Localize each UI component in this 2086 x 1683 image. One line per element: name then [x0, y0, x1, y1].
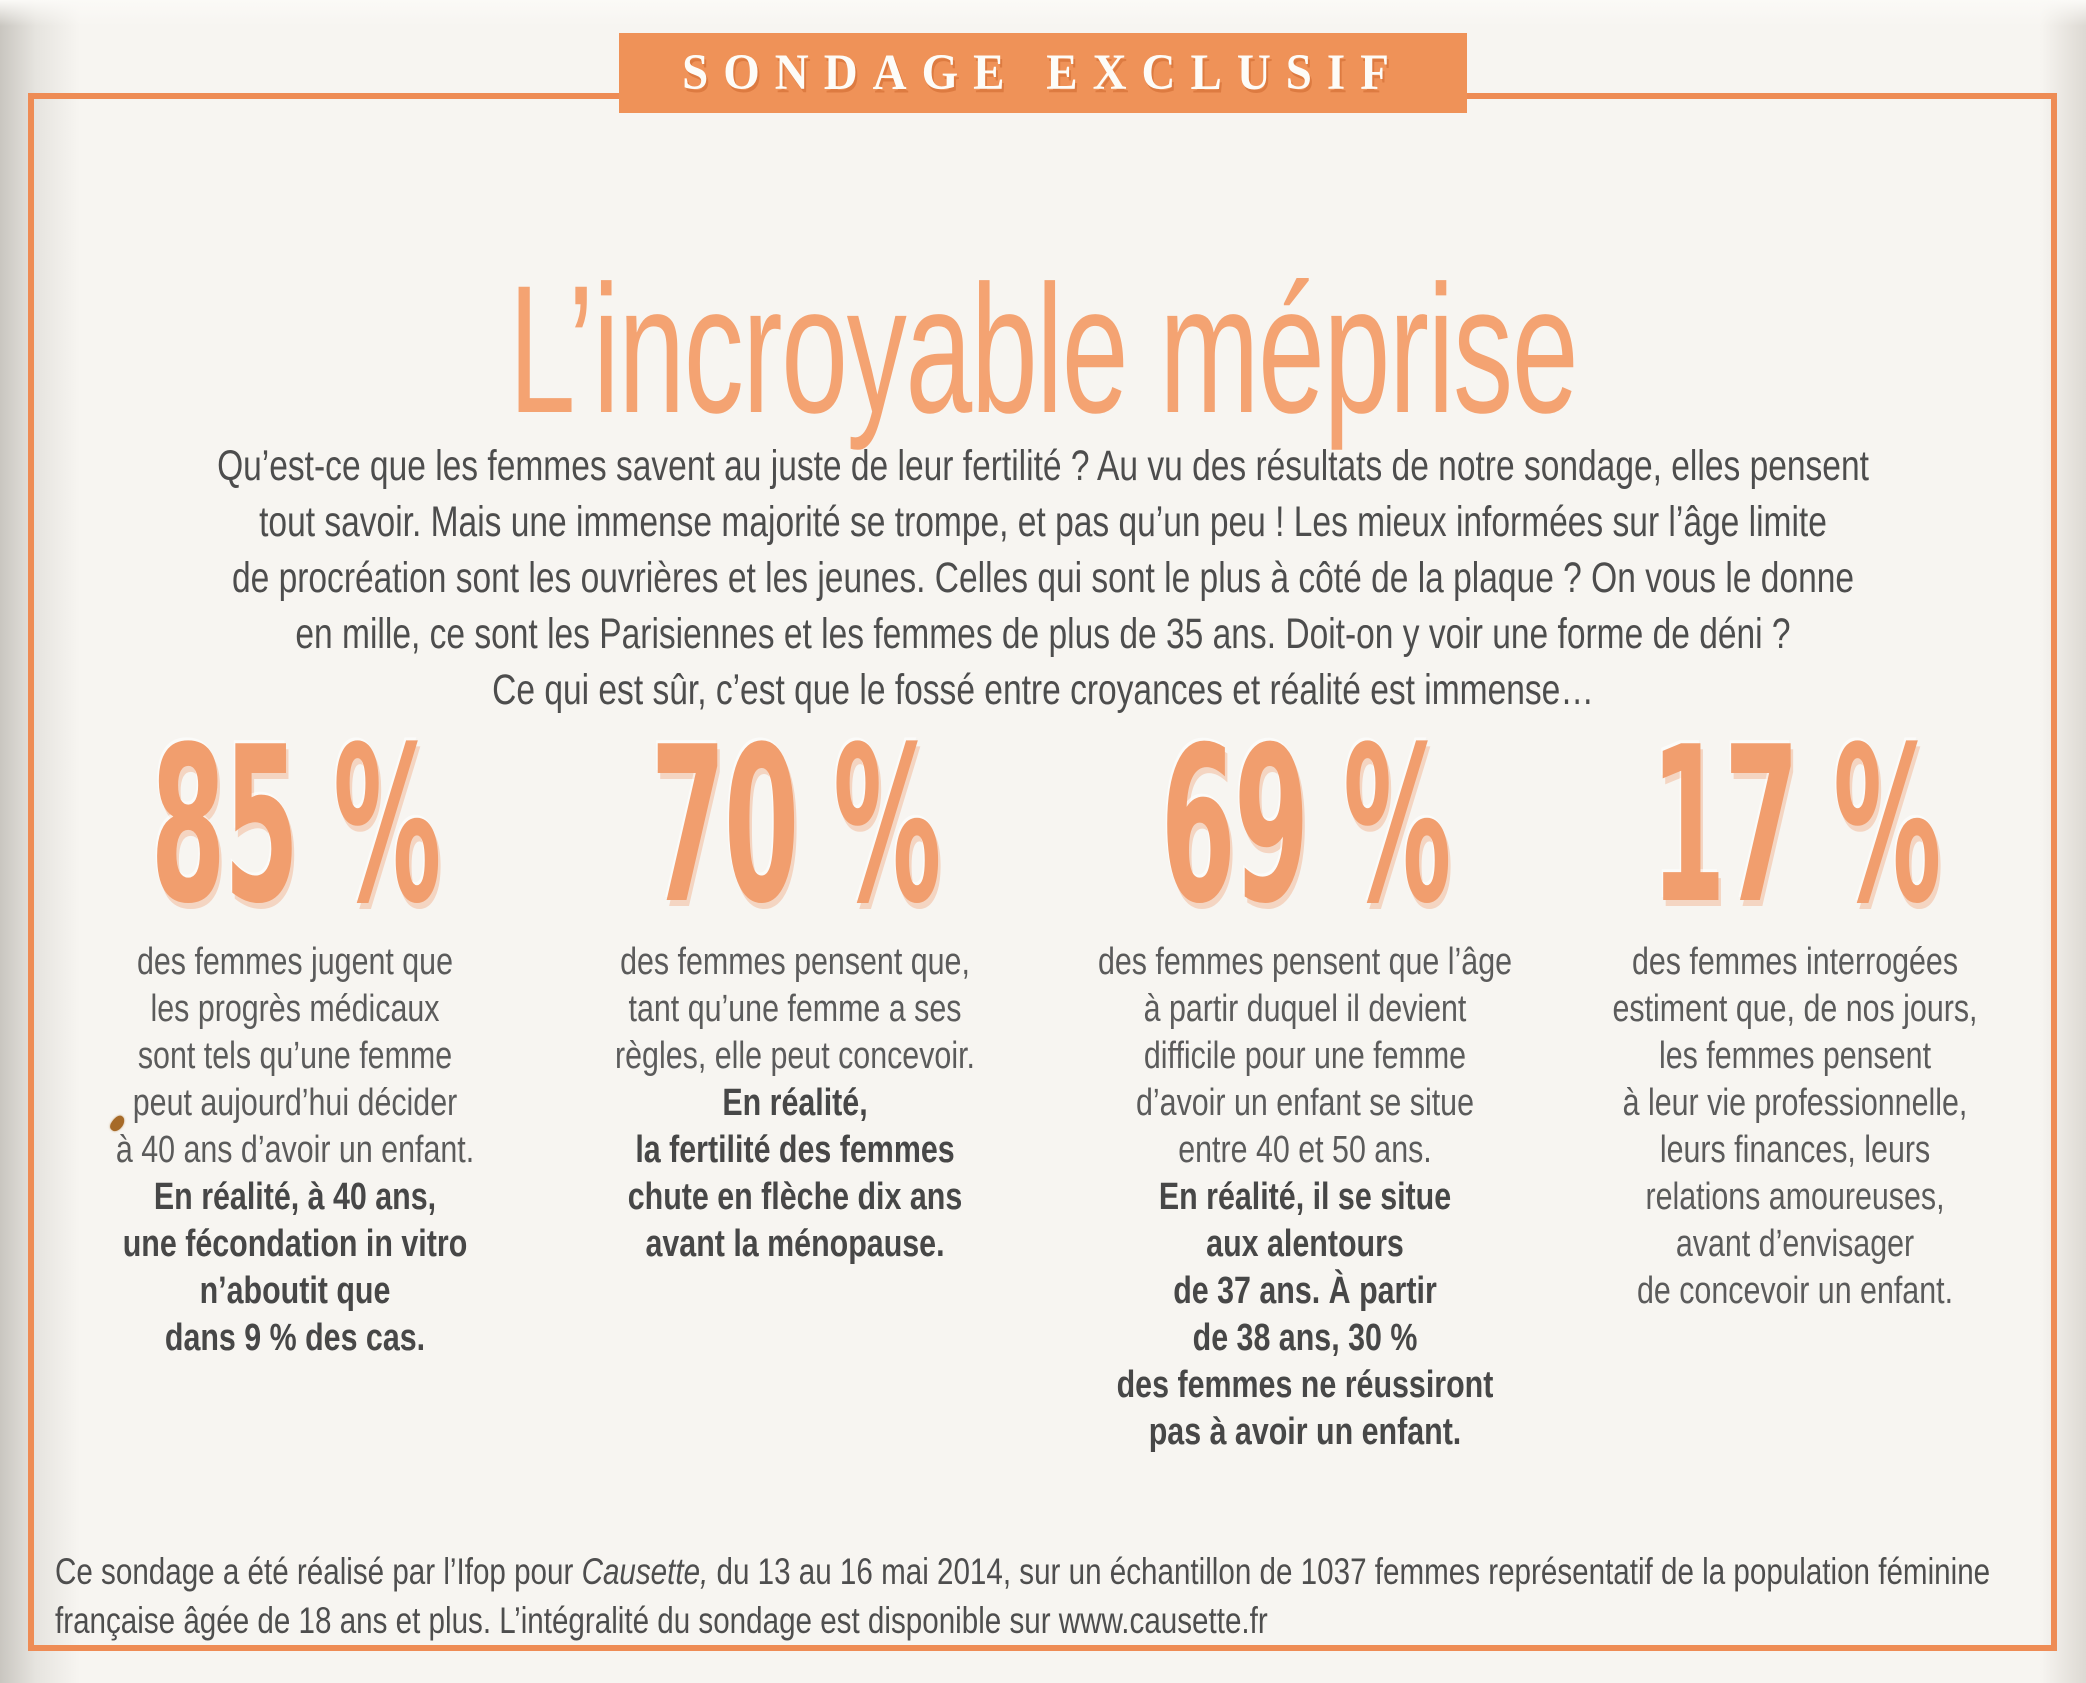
footer-text-part2: du 13 au 16 mai 2014, sur un échantillon…	[55, 1551, 1991, 1641]
stat-belief-text: des femmes pensent que l’âge à partir du…	[1097, 941, 1513, 1171]
stat-column-17: 17 % des femmes interrogées estiment que…	[1545, 718, 2045, 1315]
stat-value: 69 %	[1160, 700, 1451, 951]
scan-shadow-top	[0, 0, 2086, 26]
stat-reality-text: En réalité, à 40 ans, une fécondation in…	[122, 1176, 468, 1359]
stat-value: 17 %	[1650, 700, 1941, 951]
magazine-name: Causette,	[581, 1551, 709, 1592]
stat-value: 70 %	[650, 700, 941, 951]
intro-paragraph: Qu’est-ce que les femmes savent au juste…	[217, 442, 1869, 714]
stat-value: 85 %	[150, 700, 441, 951]
stat-column-69: 69 % des femmes pensent que l’âge à part…	[1055, 718, 1555, 1456]
stat-reality-text: En réalité, il se situe aux alentours de…	[1116, 1176, 1494, 1453]
exclusive-survey-badge: SONDAGE EXCLUSIF	[619, 33, 1467, 113]
stat-column-85: 85 % des femmes jugent que les progrès m…	[45, 718, 545, 1362]
stat-belief-text: des femmes interrogées estiment que, de …	[1612, 941, 1978, 1312]
stat-column-inner: 69 % des femmes pensent que l’âge à part…	[1057, 718, 1553, 1456]
stat-column-70: 70 % des femmes pensent que, tant qu’une…	[545, 718, 1045, 1268]
footer-text-part1: Ce sondage a été réalisé par l’Ifop pour	[55, 1551, 582, 1592]
page-title: L’incroyable méprise	[508, 246, 1579, 451]
stat-column-inner: 70 % des femmes pensent que, tant qu’une…	[547, 718, 1043, 1268]
stat-belief-text: des femmes jugent que les progrès médica…	[115, 941, 475, 1171]
stat-column-inner: 85 % des femmes jugent que les progrès m…	[47, 718, 543, 1362]
badge-label: SONDAGE EXCLUSIF	[682, 44, 1404, 102]
stat-belief-text: des femmes pensent que, tant qu’une femm…	[615, 941, 975, 1077]
stat-column-inner: 17 % des femmes interrogées estiment que…	[1547, 718, 2043, 1315]
stat-reality-text: En réalité, la fertilité des femmes chut…	[627, 1082, 963, 1265]
survey-methodology-note: Ce sondage a été réalisé par l’Ifop pour…	[55, 1547, 2055, 1645]
